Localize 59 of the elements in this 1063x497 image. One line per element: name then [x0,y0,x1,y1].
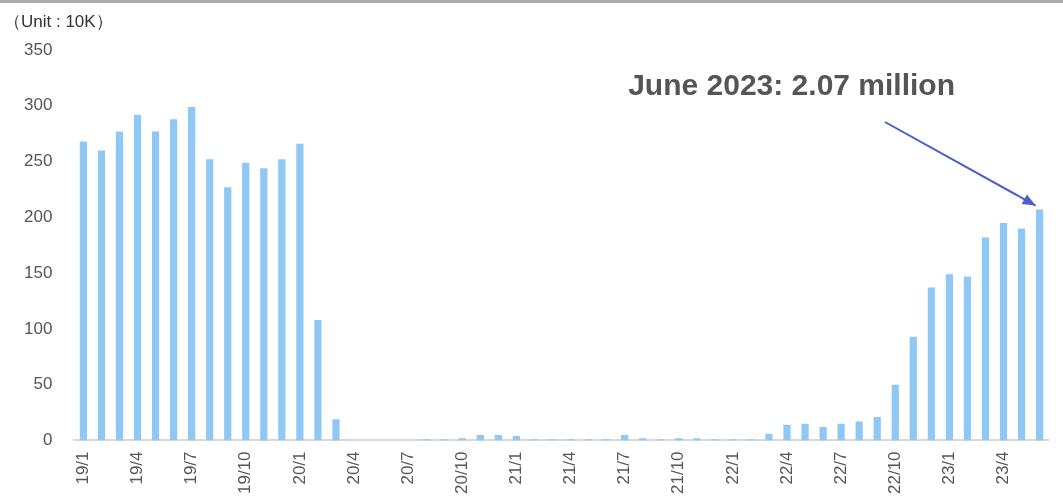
bar [296,143,304,441]
x-tick-label: 20/7 [397,451,417,485]
bar [169,119,178,441]
x-tick-label: 19/1 [73,451,93,485]
x-tick-label: 19/4 [127,451,147,485]
bar [981,237,990,441]
x-tick-label: 21/10 [668,451,688,495]
bar [855,421,863,441]
bar [999,222,1008,441]
bar [260,168,268,441]
bar [891,384,899,441]
bar [873,417,881,441]
bar [224,187,232,441]
y-tick-label: 0 [42,430,53,450]
bar [801,423,809,441]
bar [206,159,214,441]
bar [97,150,106,441]
bar [242,162,250,441]
x-tick-label: 21/4 [560,451,580,485]
bar [115,131,124,441]
bar [332,419,340,441]
bar [1035,209,1044,441]
x-tick-label: 19/10 [235,451,255,495]
bar [909,336,917,441]
y-tick-label: 100 [23,318,53,338]
x-tick-label: 22/10 [884,451,904,495]
y-axis-title: （Unit : 10K） [4,11,113,33]
y-tick-label: 150 [23,262,53,282]
x-tick-label: 21/7 [614,451,634,485]
bar [278,159,286,441]
x-tick-label: 20/10 [451,451,471,495]
bar [133,114,142,441]
bar [151,131,160,441]
x-tick-label: 22/4 [776,451,796,485]
bar [79,141,87,441]
x-tick-label: 21/1 [506,451,526,485]
bar [765,433,773,441]
annotation: June 2023: 2.07 million [628,68,955,101]
x-tick-label: 20/1 [289,451,309,485]
x-tick-label: 22/1 [722,451,742,485]
bar [945,274,953,441]
bar [927,287,935,441]
x-tick-label: 20/4 [343,451,363,485]
bar [188,106,196,441]
bar [783,424,791,441]
x-tick-label: 22/7 [830,451,850,485]
y-tick-label: 250 [23,151,53,171]
bar [1017,228,1026,441]
x-tick-label: 19/7 [181,451,201,485]
bar [837,423,845,441]
x-tick-label: 23/4 [993,451,1013,485]
bar [963,276,972,441]
bar [819,427,827,441]
y-tick-label: 350 [23,39,53,59]
y-tick-label: 300 [23,95,53,115]
x-tick-label: 23/1 [939,451,959,485]
y-tick-label: 200 [23,207,53,227]
y-tick-label: 50 [33,374,53,394]
bar [314,319,322,441]
